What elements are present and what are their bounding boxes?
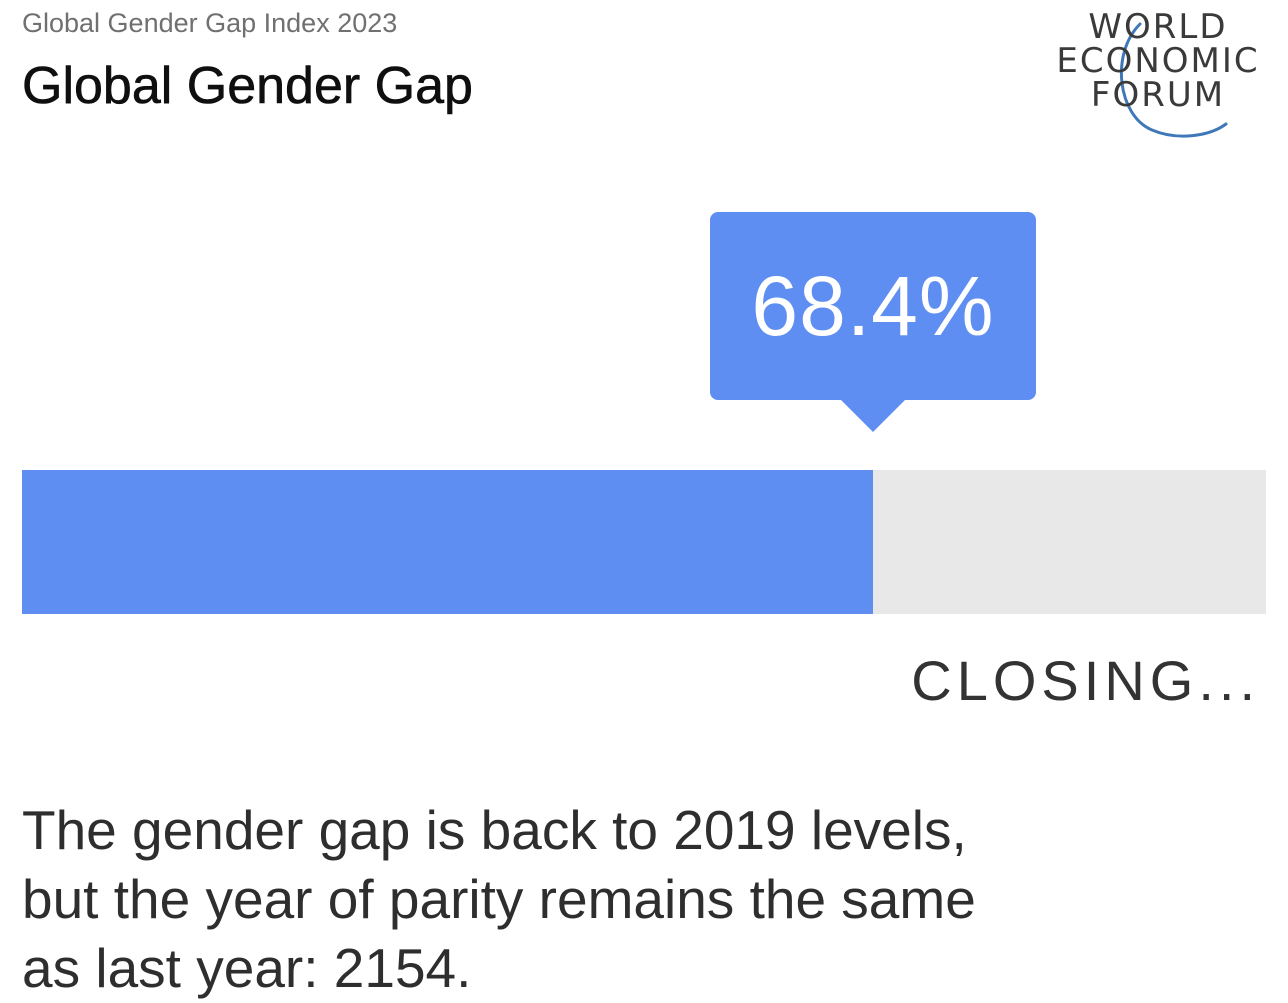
callout-pointer bbox=[839, 398, 907, 432]
logo-text-world: WORLD bbox=[1088, 7, 1228, 47]
logo-text-economic: ECONOMIC bbox=[1056, 41, 1260, 81]
caption-line-2: but the year of parity remains the same bbox=[22, 868, 976, 930]
progress-track bbox=[22, 470, 1266, 614]
caption-line-1: The gender gap is back to 2019 levels, bbox=[22, 799, 967, 861]
wef-logo: WORLD ECONOMIC FORUM bbox=[1040, 4, 1276, 146]
caption-line-3: as last year: 2154. bbox=[22, 937, 472, 999]
value-callout: 68.4% bbox=[710, 212, 1036, 400]
logo-text-forum: FORUM bbox=[1090, 75, 1226, 115]
progress-fill bbox=[22, 470, 873, 614]
page-title: Global Gender Gap bbox=[22, 57, 474, 116]
value-label: 68.4% bbox=[751, 258, 995, 353]
status-label: CLOSING... bbox=[911, 649, 1260, 712]
caption-text: The gender gap is back to 2019 levels, b… bbox=[22, 796, 976, 1003]
index-subtitle: Global Gender Gap Index 2023 bbox=[22, 8, 398, 38]
wef-logo-arc-icon bbox=[1119, 22, 1228, 138]
